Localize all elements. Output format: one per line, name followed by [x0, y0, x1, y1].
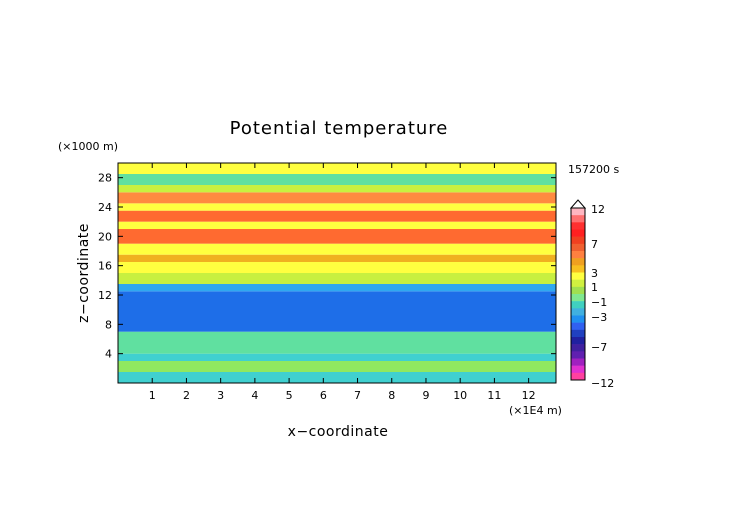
colorbar-swatch [571, 243, 585, 252]
y-unit-label: (×1000 m) [58, 140, 118, 153]
colorbar-swatch [571, 329, 585, 338]
colorbar-label: 1 [591, 281, 598, 294]
colorbar-swatch [571, 272, 585, 280]
x-tick-label: 1 [149, 389, 156, 402]
colorbar-swatch [571, 208, 585, 216]
colorbar [569, 199, 587, 381]
y-axis-label: z−coordinate [76, 223, 92, 323]
heatmap-band-13 [118, 203, 556, 211]
colorbar-frame [570, 207, 586, 381]
heatmap-band-6 [118, 273, 556, 284]
y-tick-label: 24 [98, 201, 112, 214]
x-tick-label: 3 [217, 389, 224, 402]
x-tick-label: 4 [251, 389, 258, 402]
heatmap-band-15 [118, 185, 556, 193]
colorbar-label: −7 [591, 341, 607, 354]
x-tick-label: 6 [320, 389, 327, 402]
y-tick-label: 12 [98, 289, 112, 302]
colorbar-label: 3 [591, 267, 598, 280]
x-tick-label: 12 [522, 389, 536, 402]
x-tick-label: 10 [453, 389, 467, 402]
colorbar-swatch [571, 265, 585, 273]
colorbar-swatch [571, 251, 585, 259]
heatmap-band-11 [118, 221, 556, 229]
colorbar-swatch [571, 229, 585, 237]
heatmap-band-2 [118, 353, 556, 361]
colorbar-swatch [571, 365, 585, 374]
colorbar-label: 7 [591, 238, 598, 251]
heatmap-band-17 [118, 163, 556, 174]
heatmap-band-5 [118, 284, 556, 292]
y-tick-label: 28 [98, 172, 112, 185]
colorbar-swatch [571, 351, 585, 359]
y-tick-label: 8 [105, 318, 112, 331]
colorbar-label: −1 [591, 296, 607, 309]
colorbar-label: −3 [591, 311, 607, 324]
colorbar-swatch [571, 258, 585, 266]
y-axis-ticks: 4 8 12 16 20 24 28 [98, 172, 556, 361]
heatmap-band-16 [118, 174, 556, 185]
x-unit-label: (×1E4 m) [509, 404, 562, 417]
colorbar-swatch [571, 294, 585, 302]
y-tick-label: 4 [105, 348, 112, 361]
chart-title: Potential temperature [230, 118, 449, 139]
colorbar-swatch [571, 358, 585, 366]
colorbar-top-arrow [569, 199, 587, 209]
heatmap-band-1 [118, 361, 556, 372]
colorbar-label: −12 [591, 377, 614, 390]
heatmap-band-9 [118, 243, 556, 255]
colorbar-swatch [571, 236, 585, 245]
heatmap-band-12 [118, 210, 556, 222]
colorbar-label: 12 [591, 203, 605, 216]
colorbar-swatch [571, 222, 585, 230]
colorbar-swatch [571, 286, 585, 295]
x-axis-label: x−coordinate [288, 424, 389, 440]
x-tick-label: 2 [183, 389, 190, 402]
colorbar-swatch [571, 308, 585, 316]
heatmap-band-4 [118, 291, 556, 332]
x-tick-label: 5 [286, 389, 293, 402]
heatmap-band-10 [118, 229, 556, 244]
heatmap-plot-area [118, 163, 556, 383]
y-tick-label: 20 [98, 230, 112, 243]
colorbar-swatch [571, 279, 585, 288]
x-tick-label: 11 [487, 389, 501, 402]
colorbar-swatch [571, 322, 585, 331]
x-tick-label: 9 [422, 389, 429, 402]
colorbar-swatch [571, 215, 585, 223]
colorbar-swatch [571, 337, 585, 345]
heatmap-band-14 [118, 192, 556, 204]
heatmap-band-0 [118, 372, 556, 383]
x-tick-label: 7 [354, 389, 361, 402]
y-tick-label: 16 [98, 260, 112, 273]
colorbar-swatch [571, 301, 585, 309]
heatmap-band-7 [118, 262, 556, 273]
colorbar-swatch [571, 372, 585, 381]
colorbar-swatch [571, 315, 585, 323]
colorbar-labels: 12 7 31 −1 −3 −7 −12 [591, 203, 614, 390]
time-label: 157200 s [568, 163, 619, 176]
heatmap-band-3 [118, 331, 556, 354]
heatmap-band-8 [118, 254, 556, 262]
x-axis-ticks: 1 2 3 4 5 6 7 8 9 10 11 12 [149, 163, 536, 402]
colorbar-swatch [571, 344, 585, 352]
x-tick-label: 8 [388, 389, 395, 402]
plot-frame [117, 162, 557, 384]
